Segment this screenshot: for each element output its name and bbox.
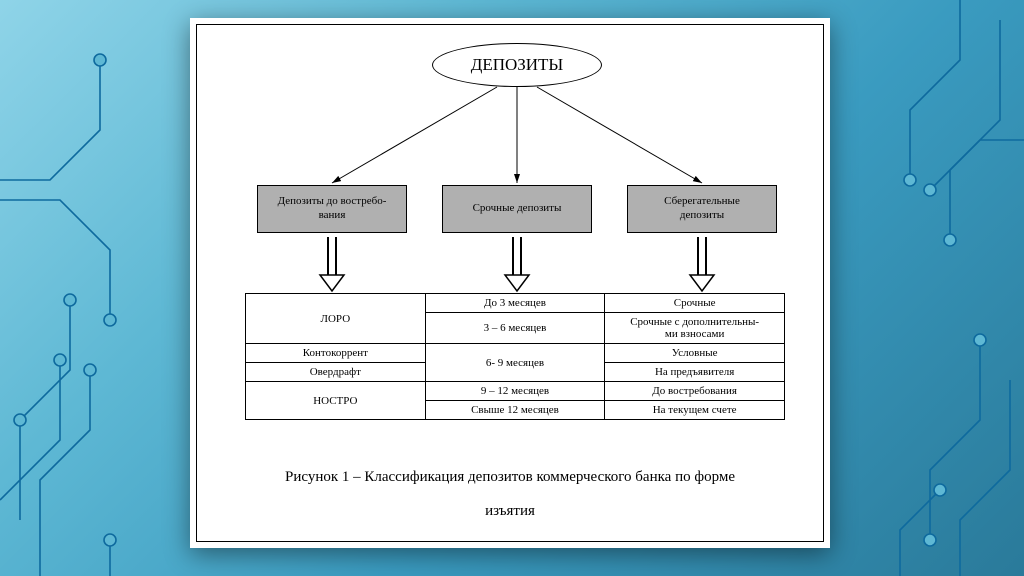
classification-table: ЛОРОДо 3 месяцевСрочные3 – 6 месяцевСроч… [245, 293, 785, 420]
thick-arrow-2 [505, 237, 529, 291]
diagram-frame: ДЕПОЗИТЫ [196, 24, 824, 542]
table-cell: Контокоррент [246, 344, 426, 363]
table-cell: 6- 9 месяцев [425, 344, 605, 382]
thick-arrow-1 [320, 237, 344, 291]
category-box-1: Срочные депозиты [442, 185, 592, 233]
category-box-0: Депозиты до востребо- вания [257, 185, 407, 233]
diagram-card: ДЕПОЗИТЫ [190, 18, 830, 548]
category-box-2: Сберегательные депозиты [627, 185, 777, 233]
table-cell: Срочные [605, 294, 785, 313]
caption-line1: Рисунок 1 – Классификация депозитов комм… [197, 469, 823, 486]
table-cell: Свыше 12 месяцев [425, 401, 605, 420]
table-cell: Условные [605, 344, 785, 363]
arrows-layer [197, 25, 825, 545]
table-cell: До востребования [605, 382, 785, 401]
table-cell: На предъявителя [605, 363, 785, 382]
table-cell: НОСТРО [246, 382, 426, 420]
table-cell: 9 – 12 месяцев [425, 382, 605, 401]
table-cell: ЛОРО [246, 294, 426, 344]
table-cell: Овердрафт [246, 363, 426, 382]
thick-arrow-3 [690, 237, 714, 291]
table-cell: На текущем счете [605, 401, 785, 420]
table-cell: До 3 месяцев [425, 294, 605, 313]
table-cell: Срочные с дополнительны- ми взносами [605, 313, 785, 344]
table-cell: 3 – 6 месяцев [425, 313, 605, 344]
caption-line2: изъятия [197, 503, 823, 520]
